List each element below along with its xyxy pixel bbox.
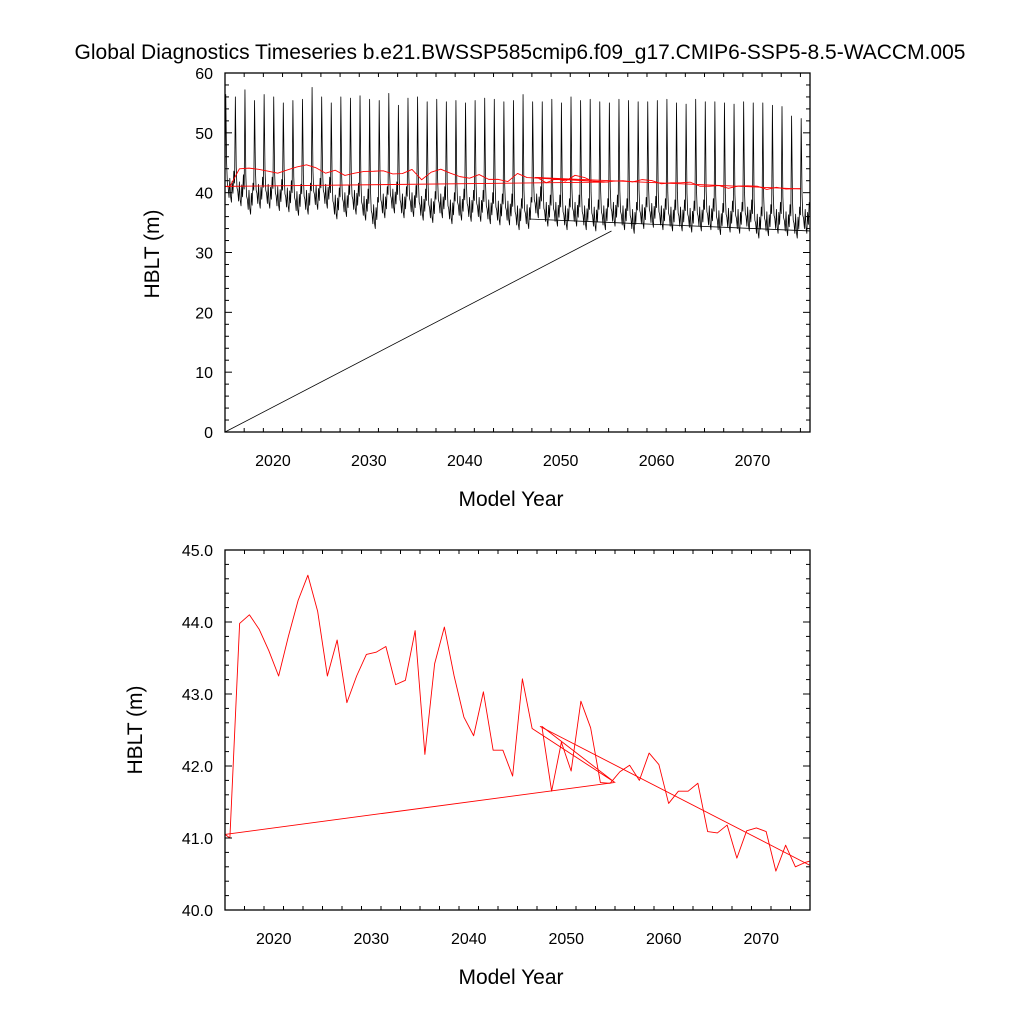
bottom-y-tick-label: 42.0 [182,759,213,776]
bottom-ticks [224,549,811,911]
bottom-x-tick-label: 2070 [743,931,779,948]
top-annual-trend-line-1 [224,181,608,187]
top-x-tick-label: 2040 [447,453,483,470]
bottom-y-tick-label: 40.0 [182,903,213,920]
bottom-x-axis-title: Model Year [458,966,563,989]
bottom-x-tick-label: 2030 [353,931,389,948]
bottom-plot-area [224,574,811,872]
bottom-x-tick-label: 2060 [646,931,682,948]
top-x-tick-label: 2020 [255,453,291,470]
top-y-axis-title: HBLT (m) [141,209,164,298]
bottom-y-tick-label: 43.0 [182,687,213,704]
top-y-tick-label: 60 [195,66,213,83]
top-x-tick-label: 2030 [351,453,387,470]
top-y-tick-label: 50 [195,126,213,143]
chart-title: Global Diagnostics Timeseries b.e21.BWSS… [75,41,966,64]
top-monthly-wrap-line-2 [528,218,811,232]
bottom-annual-series-line [224,574,811,872]
bottom-x-tick-label: 2040 [451,931,487,948]
bottom-y-tick-label: 45.0 [182,543,213,560]
top-monthly-wrap-line-1 [224,230,612,433]
top-x-tick-label: 2050 [543,453,579,470]
bottom-panel: Model Year HBLT (m) 2020 2030 2040 2050 2060… [124,543,811,989]
bottom-y-tick-label: 41.0 [182,831,213,848]
bottom-y-tick-label: 44.0 [182,615,213,632]
top-x-tick-label: 2060 [639,453,675,470]
top-y-tick-label: 40 [195,186,213,203]
top-x-axis-title: Model Year [458,488,563,511]
top-y-tick-label: 10 [195,365,213,382]
top-annual-trend-line-2 [534,176,801,190]
bottom-annual-trend-line-2 [539,725,811,866]
top-ticks [224,72,810,433]
top-y-tick-label: 20 [195,305,213,322]
bottom-x-tick-label: 2050 [548,931,584,948]
top-plot-area [224,86,811,433]
top-y-tick-label: 0 [204,425,213,442]
top-x-tick-label: 2070 [735,453,771,470]
bottom-x-tick-label: 2020 [256,931,292,948]
bottom-y-axis-title: HBLT (m) [124,685,147,774]
bottom-annual-trend-line-1 [224,782,615,835]
top-panel: Model Year HBLT (m) 2020 2030 2040 2050 2060… [141,66,811,511]
top-y-tick-label: 30 [195,246,213,263]
top-monthly-series-line [224,86,810,239]
top-annual-series-line [224,164,801,190]
